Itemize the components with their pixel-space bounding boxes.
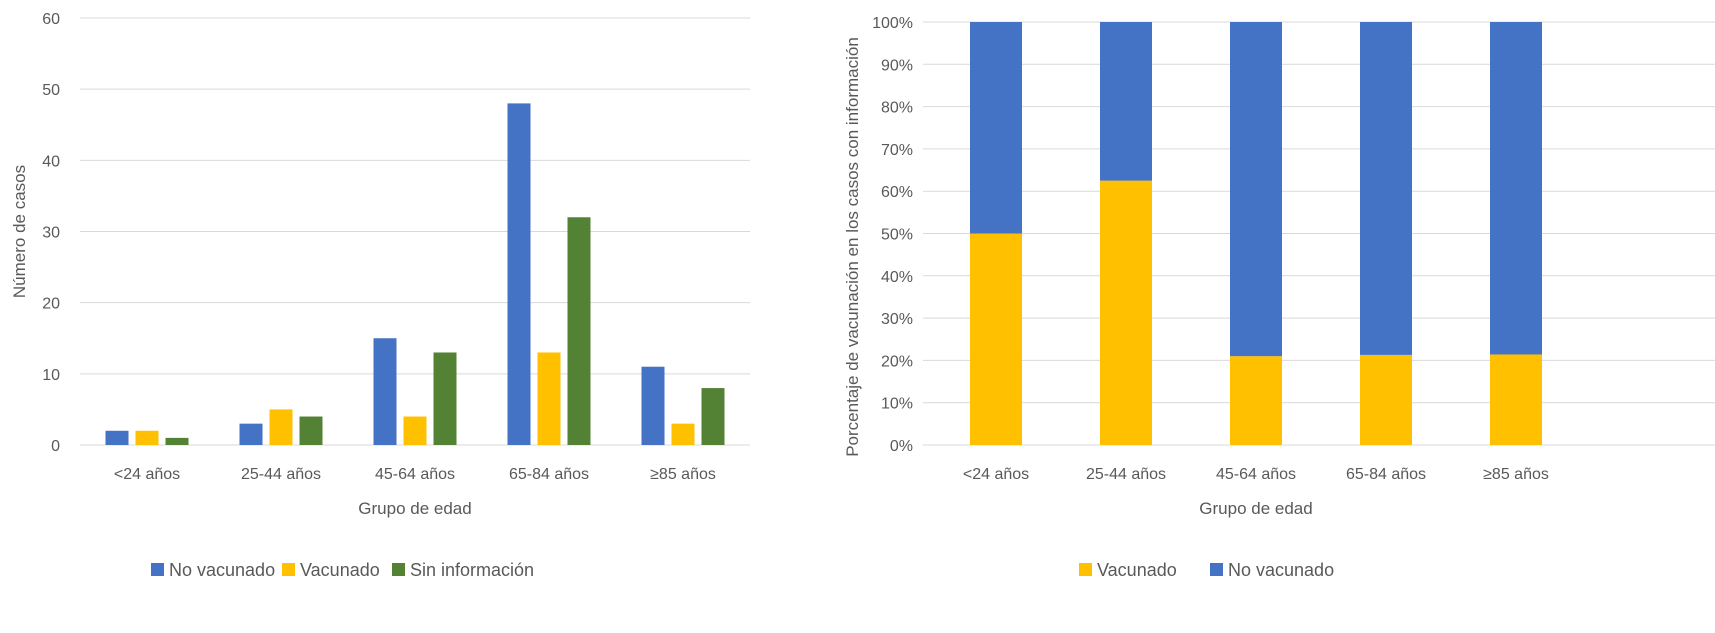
x-tick-label: 25-44 años <box>241 466 321 483</box>
bar <box>135 430 159 445</box>
cases-by-age-chart: 0 10 20 30 40 50 60 <24 años 25-44 años 45-64 año… <box>10 11 750 580</box>
y-tick-label: 20 <box>42 296 60 313</box>
x-tick-label: 65-84 años <box>1346 466 1426 483</box>
bar <box>641 366 665 445</box>
legend-swatch <box>1210 563 1223 576</box>
y-tick-label: 10 <box>42 367 60 384</box>
y-tick-label: 70% <box>881 142 913 159</box>
legend-item: Vacunado <box>282 560 380 580</box>
bar <box>507 103 531 446</box>
bar-segment <box>1360 354 1412 445</box>
y-tick-label: 60% <box>881 184 913 201</box>
x-tick-label: ≥85 años <box>1483 466 1549 483</box>
x-axis-title: Grupo de edad <box>1199 499 1312 518</box>
x-tick-label: 25-44 años <box>1086 466 1166 483</box>
bar <box>433 352 457 445</box>
bar <box>403 416 427 445</box>
y-tick-label: 100% <box>872 15 913 32</box>
bar-segment <box>1100 180 1152 445</box>
bar <box>165 437 189 445</box>
bar <box>567 217 591 445</box>
bar-segment <box>1230 22 1282 357</box>
vaccination-percent-chart: 0% 10% 20% 30% 40% 50% 60% 70% 80% 90% 100% <24 año… <box>843 15 1715 580</box>
legend-swatch <box>282 563 295 576</box>
legend-label: No vacunado <box>1228 560 1334 580</box>
bar <box>269 409 293 445</box>
x-tick-label: 45-64 años <box>375 466 455 483</box>
x-tick-label: 45-64 años <box>1216 466 1296 483</box>
legend-item: No vacunado <box>1210 560 1334 580</box>
legend-item: No vacunado <box>151 560 275 580</box>
legend-swatch <box>392 563 405 576</box>
y-tick-label: 80% <box>881 100 913 117</box>
legend-item: Sin información <box>392 560 534 580</box>
bar-segment <box>970 22 1022 234</box>
y-tick-label: 50% <box>881 227 913 244</box>
y-tick-label: 90% <box>881 57 913 74</box>
y-tick-label: 40% <box>881 269 913 286</box>
y-axis-title: Número de casos <box>10 165 29 298</box>
bar <box>299 416 323 445</box>
legend-swatch <box>151 563 164 576</box>
y-tick-label: 60 <box>42 11 60 28</box>
bar <box>537 352 561 445</box>
legend-label: Vacunado <box>300 560 380 580</box>
x-tick-label: <24 años <box>114 466 180 483</box>
x-tick-label: <24 años <box>963 466 1029 483</box>
legend-label: Vacunado <box>1097 560 1177 580</box>
bar-segment <box>1100 22 1152 181</box>
bar-segment <box>1360 22 1412 355</box>
x-axis-title: Grupo de edad <box>358 499 471 518</box>
y-tick-label: 0 <box>51 438 60 455</box>
bar-segment <box>1230 356 1282 445</box>
legend-item: Vacunado <box>1079 560 1177 580</box>
y-tick-label: 30 <box>42 225 60 242</box>
x-tick-label: 65-84 años <box>509 466 589 483</box>
y-tick-label: 0% <box>890 438 913 455</box>
bar <box>373 338 397 445</box>
y-tick-label: 10% <box>881 396 913 413</box>
legend-label: No vacunado <box>169 560 275 580</box>
bar <box>239 423 263 445</box>
y-axis-title: Porcentaje de vacunación en los casos co… <box>843 37 862 457</box>
y-tick-label: 40 <box>42 153 60 170</box>
y-tick-label: 20% <box>881 353 913 370</box>
bar-segment <box>1490 354 1542 445</box>
bar-segment <box>970 233 1022 445</box>
bar-segment <box>1490 22 1542 355</box>
y-tick-label: 30% <box>881 311 913 328</box>
legend-swatch <box>1079 563 1092 576</box>
bar <box>671 423 695 445</box>
y-tick-label: 50 <box>42 82 60 99</box>
bar <box>701 388 725 445</box>
bar <box>105 430 129 445</box>
legend-label: Sin información <box>410 560 534 580</box>
x-tick-label: ≥85 años <box>650 466 716 483</box>
